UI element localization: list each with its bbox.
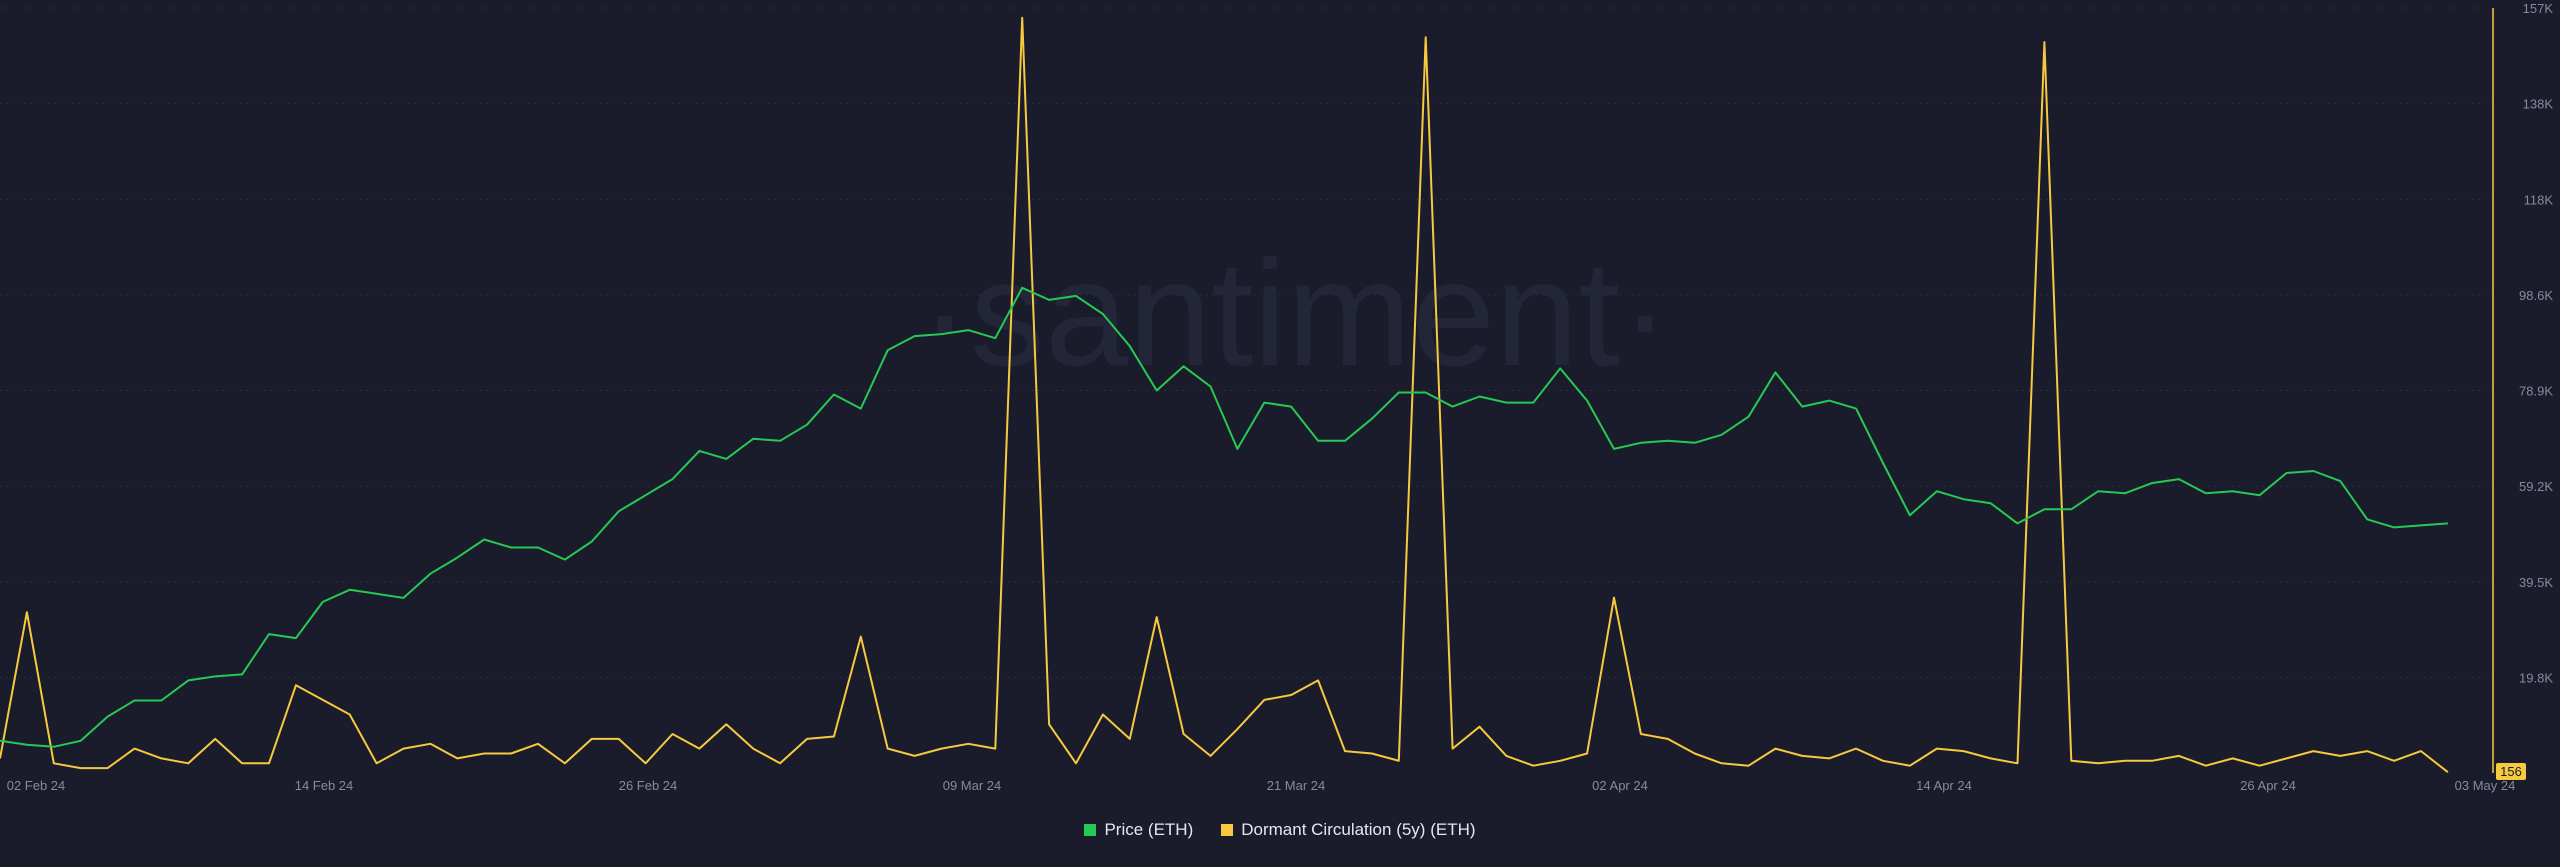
last-value-badge-bg — [2496, 763, 2526, 780]
y-tick-label: 59.2K — [2519, 479, 2553, 494]
x-tick-label: 03 May 24 — [2455, 778, 2516, 793]
legend-item-dormant[interactable]: Dormant Circulation (5y) (ETH) — [1221, 820, 1476, 840]
dormant-swatch-icon — [1221, 824, 1234, 836]
x-tick-label: 02 Feb 24 — [7, 778, 66, 793]
y-tick-label: 19.8K — [2519, 670, 2553, 685]
legend-price-label: Price (ETH) — [1104, 820, 1194, 839]
legend-dormant-label: Dormant Circulation (5y) (ETH) — [1241, 820, 1476, 839]
last-value-marker: 156 — [2496, 763, 2526, 780]
y-tick-labels: 157K 138K 118K 98.6K 78.9K 59.2K 39.5K 19.8K — [2519, 1, 2553, 685]
price-swatch-icon — [1084, 824, 1097, 836]
x-tick-label: 14 Feb 24 — [295, 778, 354, 793]
x-tick-label: 26 Apr 24 — [2240, 778, 2296, 793]
y-tick-label: 157K — [2523, 1, 2554, 16]
x-tick-label: 02 Apr 24 — [1592, 778, 1648, 793]
y-tick-label: 138K — [2523, 97, 2554, 112]
y-tick-label: 118K — [2524, 192, 2554, 207]
last-value-badge: 156 — [2500, 764, 2522, 779]
price-line — [0, 286, 2448, 748]
grid-lines — [0, 7, 2493, 678]
x-tick-label: 26 Feb 24 — [619, 778, 678, 793]
santiment-watermark: ·santiment· — [920, 229, 1670, 397]
x-tick-label: 21 Mar 24 — [1267, 778, 1326, 793]
legend-item-price[interactable]: Price (ETH) — [1084, 820, 1193, 840]
x-tick-labels: 02 Feb 24 14 Feb 24 26 Feb 24 09 Mar 24 21 M… — [7, 778, 2516, 793]
y-tick-label: 78.9K — [2519, 384, 2553, 399]
dormant-circulation-line — [0, 16, 2449, 773]
series-lines — [0, 16, 2449, 773]
x-tick-label: 14 Apr 24 — [1916, 778, 1972, 793]
x-tick-label: 09 Mar 24 — [943, 778, 1002, 793]
y-tick-label: 98.6K — [2519, 288, 2553, 303]
legend: Price (ETH) Dormant Circulation (5y) (ET… — [0, 820, 2560, 840]
y-tick-label: 39.5K — [2519, 575, 2553, 590]
